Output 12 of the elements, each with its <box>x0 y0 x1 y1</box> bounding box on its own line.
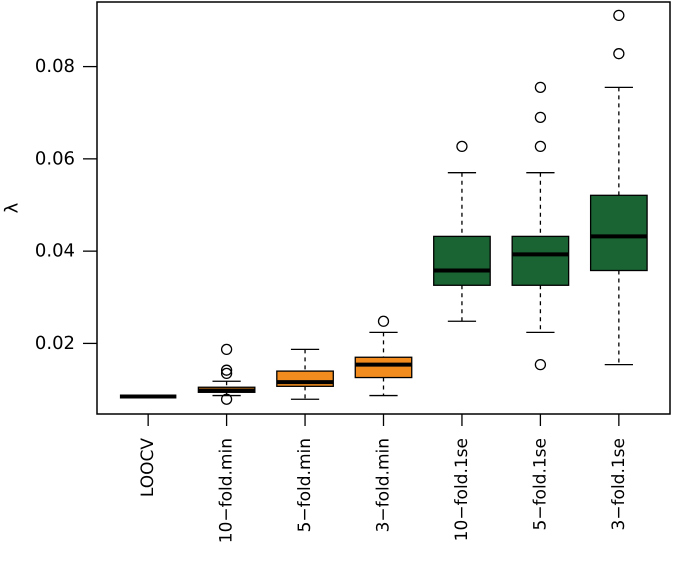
y-tick-label: 0.02 <box>34 332 75 354</box>
x-tick-label: 5−fold.min <box>295 438 316 532</box>
y-axis-title: λ <box>2 202 22 214</box>
x-tick-label: 10−fold.min <box>216 438 237 544</box>
x-tick-label: 3−fold.min <box>374 438 394 532</box>
x-tick-label: 3−fold.1se <box>608 438 629 530</box>
x-tick-label: 5−fold.1se <box>530 438 550 530</box>
x-tick-label: LOOCV <box>138 438 158 498</box>
y-tick-label: 0.04 <box>34 240 75 262</box>
x-tick-label: 10−fold.1se <box>452 438 472 542</box>
y-tick-label: 0.08 <box>34 56 75 78</box>
y-tick-label: 0.06 <box>34 148 75 170</box>
